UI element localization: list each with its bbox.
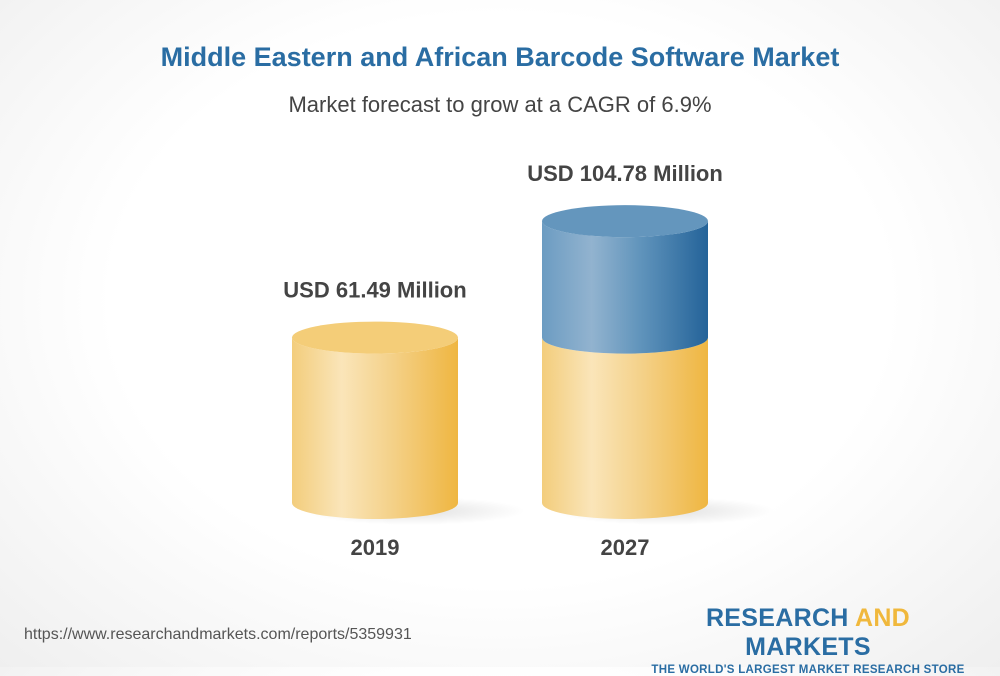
bar-growth-segment-2027 bbox=[542, 221, 708, 354]
chart-title: Middle Eastern and African Barcode Softw… bbox=[160, 42, 840, 72]
bar-top-2019 bbox=[292, 321, 458, 354]
bar-top-2027 bbox=[542, 205, 708, 238]
data-label: USD 104.78 Million bbox=[527, 161, 723, 186]
chart-subtitle: Market forecast to grow at a CAGR of 6.9… bbox=[288, 92, 712, 117]
logo-text-and: AND bbox=[854, 604, 911, 632]
logo-text-markets: MARKETS bbox=[745, 633, 871, 661]
logo-text-research: RESEARCH bbox=[705, 604, 855, 632]
source-url[interactable]: https://www.researchandmarkets.com/repor… bbox=[24, 626, 412, 643]
bar-2019 bbox=[292, 337, 458, 519]
bar-base-segment-2027 bbox=[542, 337, 708, 519]
brand-logo: RESEARCH AND MARKETS THE WORLD'S LARGEST… bbox=[640, 604, 976, 676]
logo-tagline: THE WORLD'S LARGEST MARKET RESEARCH STOR… bbox=[651, 664, 965, 676]
x-tick-label: 2027 bbox=[601, 535, 650, 560]
x-tick-label: 2019 bbox=[351, 535, 400, 560]
data-label: USD 61.49 Million bbox=[283, 278, 466, 303]
